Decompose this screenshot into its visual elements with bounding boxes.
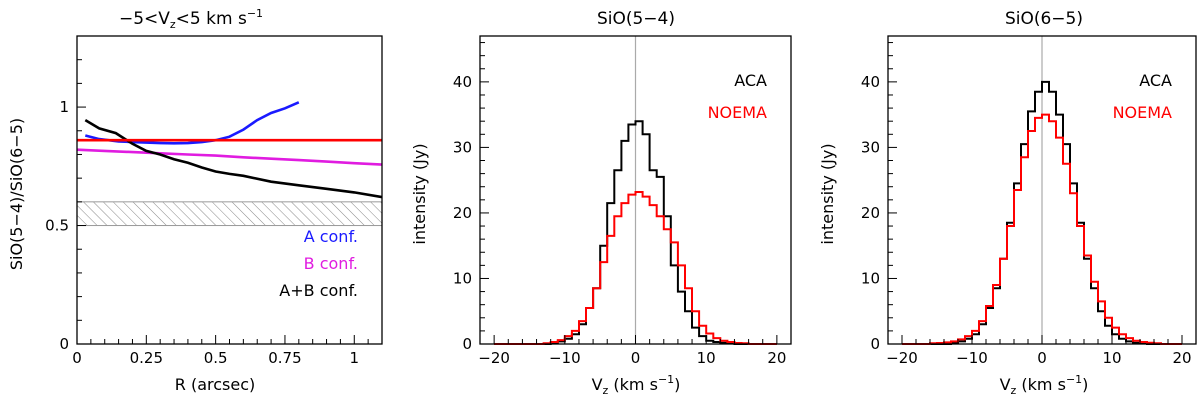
ratio-y-tick-label: 0 (59, 335, 69, 353)
ratio-x-tick-label: 0.5 (204, 349, 228, 367)
sio65-y-tick-label: 10 (861, 269, 880, 287)
sio54-legend-noema: NOEMA (708, 103, 767, 122)
ratio-panel-title: −5<Vz<5 km s−1 (119, 7, 263, 31)
sio54-x-tick-label: 20 (767, 349, 786, 367)
sio54-y-tick-label: 40 (453, 73, 472, 91)
sio54-x-tick-label: 10 (697, 349, 716, 367)
sio65-panel-title: SiO(6−5) (1005, 9, 1083, 29)
sio65-legend-noema: NOEMA (1113, 103, 1172, 122)
ratio-hatched-band (76, 201, 383, 227)
sio54-legend-aca: ACA (734, 71, 767, 90)
ratio-x-tick-label: 1 (349, 349, 359, 367)
sio54-panel-ylabel: intensity (Jy) (410, 143, 429, 244)
ratio-y-tick-label: 1 (59, 98, 69, 116)
sio65-y-tick-label: 30 (861, 138, 880, 156)
sio54-y-tick-label: 10 (453, 269, 472, 287)
sio65-y-tick-label: 20 (861, 204, 880, 222)
sio54-y-tick-label: 0 (462, 335, 472, 353)
sio65-panel-xlabel: Vz (km s−1) (1000, 373, 1089, 397)
sio65-legend-aca: ACA (1139, 71, 1172, 90)
ratio-panel: −5<Vz<5 km s−1 SiO(5−4)/SiO(6−5) R (arcs… (7, 7, 383, 394)
sio65-y-tick-label: 40 (861, 73, 880, 91)
sio65-panel: SiO(6−5) intensity (Jy) Vz (km s−1) −20 −… (818, 9, 1197, 397)
ratio-y-tick-label: 0.5 (45, 217, 69, 235)
sio54-x-tick-label: −10 (549, 349, 581, 367)
sio65-x-tick-label: −20 (886, 349, 918, 367)
ratio-panel-xlabel: R (arcsec) (175, 375, 256, 394)
ratio-x-tick-label: 0 (72, 349, 82, 367)
sio54-panel-xlabel: Vz (km s−1) (592, 373, 681, 397)
sio54-y-tick-label: 20 (453, 204, 472, 222)
sio65-x-tick-label: 0 (1037, 349, 1047, 367)
ratio-series-a-conf (84, 101, 300, 145)
sio65-x-tick-label: −10 (956, 349, 988, 367)
sio65-panel-ylabel: intensity (Jy) (818, 143, 837, 244)
sio54-series-noema (494, 191, 777, 345)
ratio-series-a-b-conf (84, 118, 383, 199)
sio54-panel-title: SiO(5−4) (597, 9, 675, 29)
ratio-series-b-conf (76, 148, 383, 166)
ratio-legend-a-b-conf: A+B conf. (279, 281, 358, 300)
sio54-y-tick-label: 30 (453, 138, 472, 156)
ratio-panel-ylabel: SiO(5−4)/SiO(6−5) (7, 118, 26, 270)
sio65-x-tick-label: 10 (1102, 349, 1121, 367)
ratio-x-tick-label: 0.75 (268, 349, 301, 367)
sio54-x-tick-label: 0 (631, 349, 641, 367)
sio65-x-tick-label: 20 (1172, 349, 1191, 367)
sio54-series-aca (494, 120, 777, 345)
ratio-x-tick-label: 0.25 (130, 349, 163, 367)
ratio-legend-a-conf: A conf. (304, 227, 358, 246)
sio54-x-tick-label: −20 (478, 349, 510, 367)
sio65-y-tick-label: 0 (870, 335, 880, 353)
ratio-legend-b-conf: B conf. (304, 254, 358, 273)
sio54-panel: SiO(5−4) intensity (Jy) Vz (km s−1) −20 −… (410, 9, 792, 397)
